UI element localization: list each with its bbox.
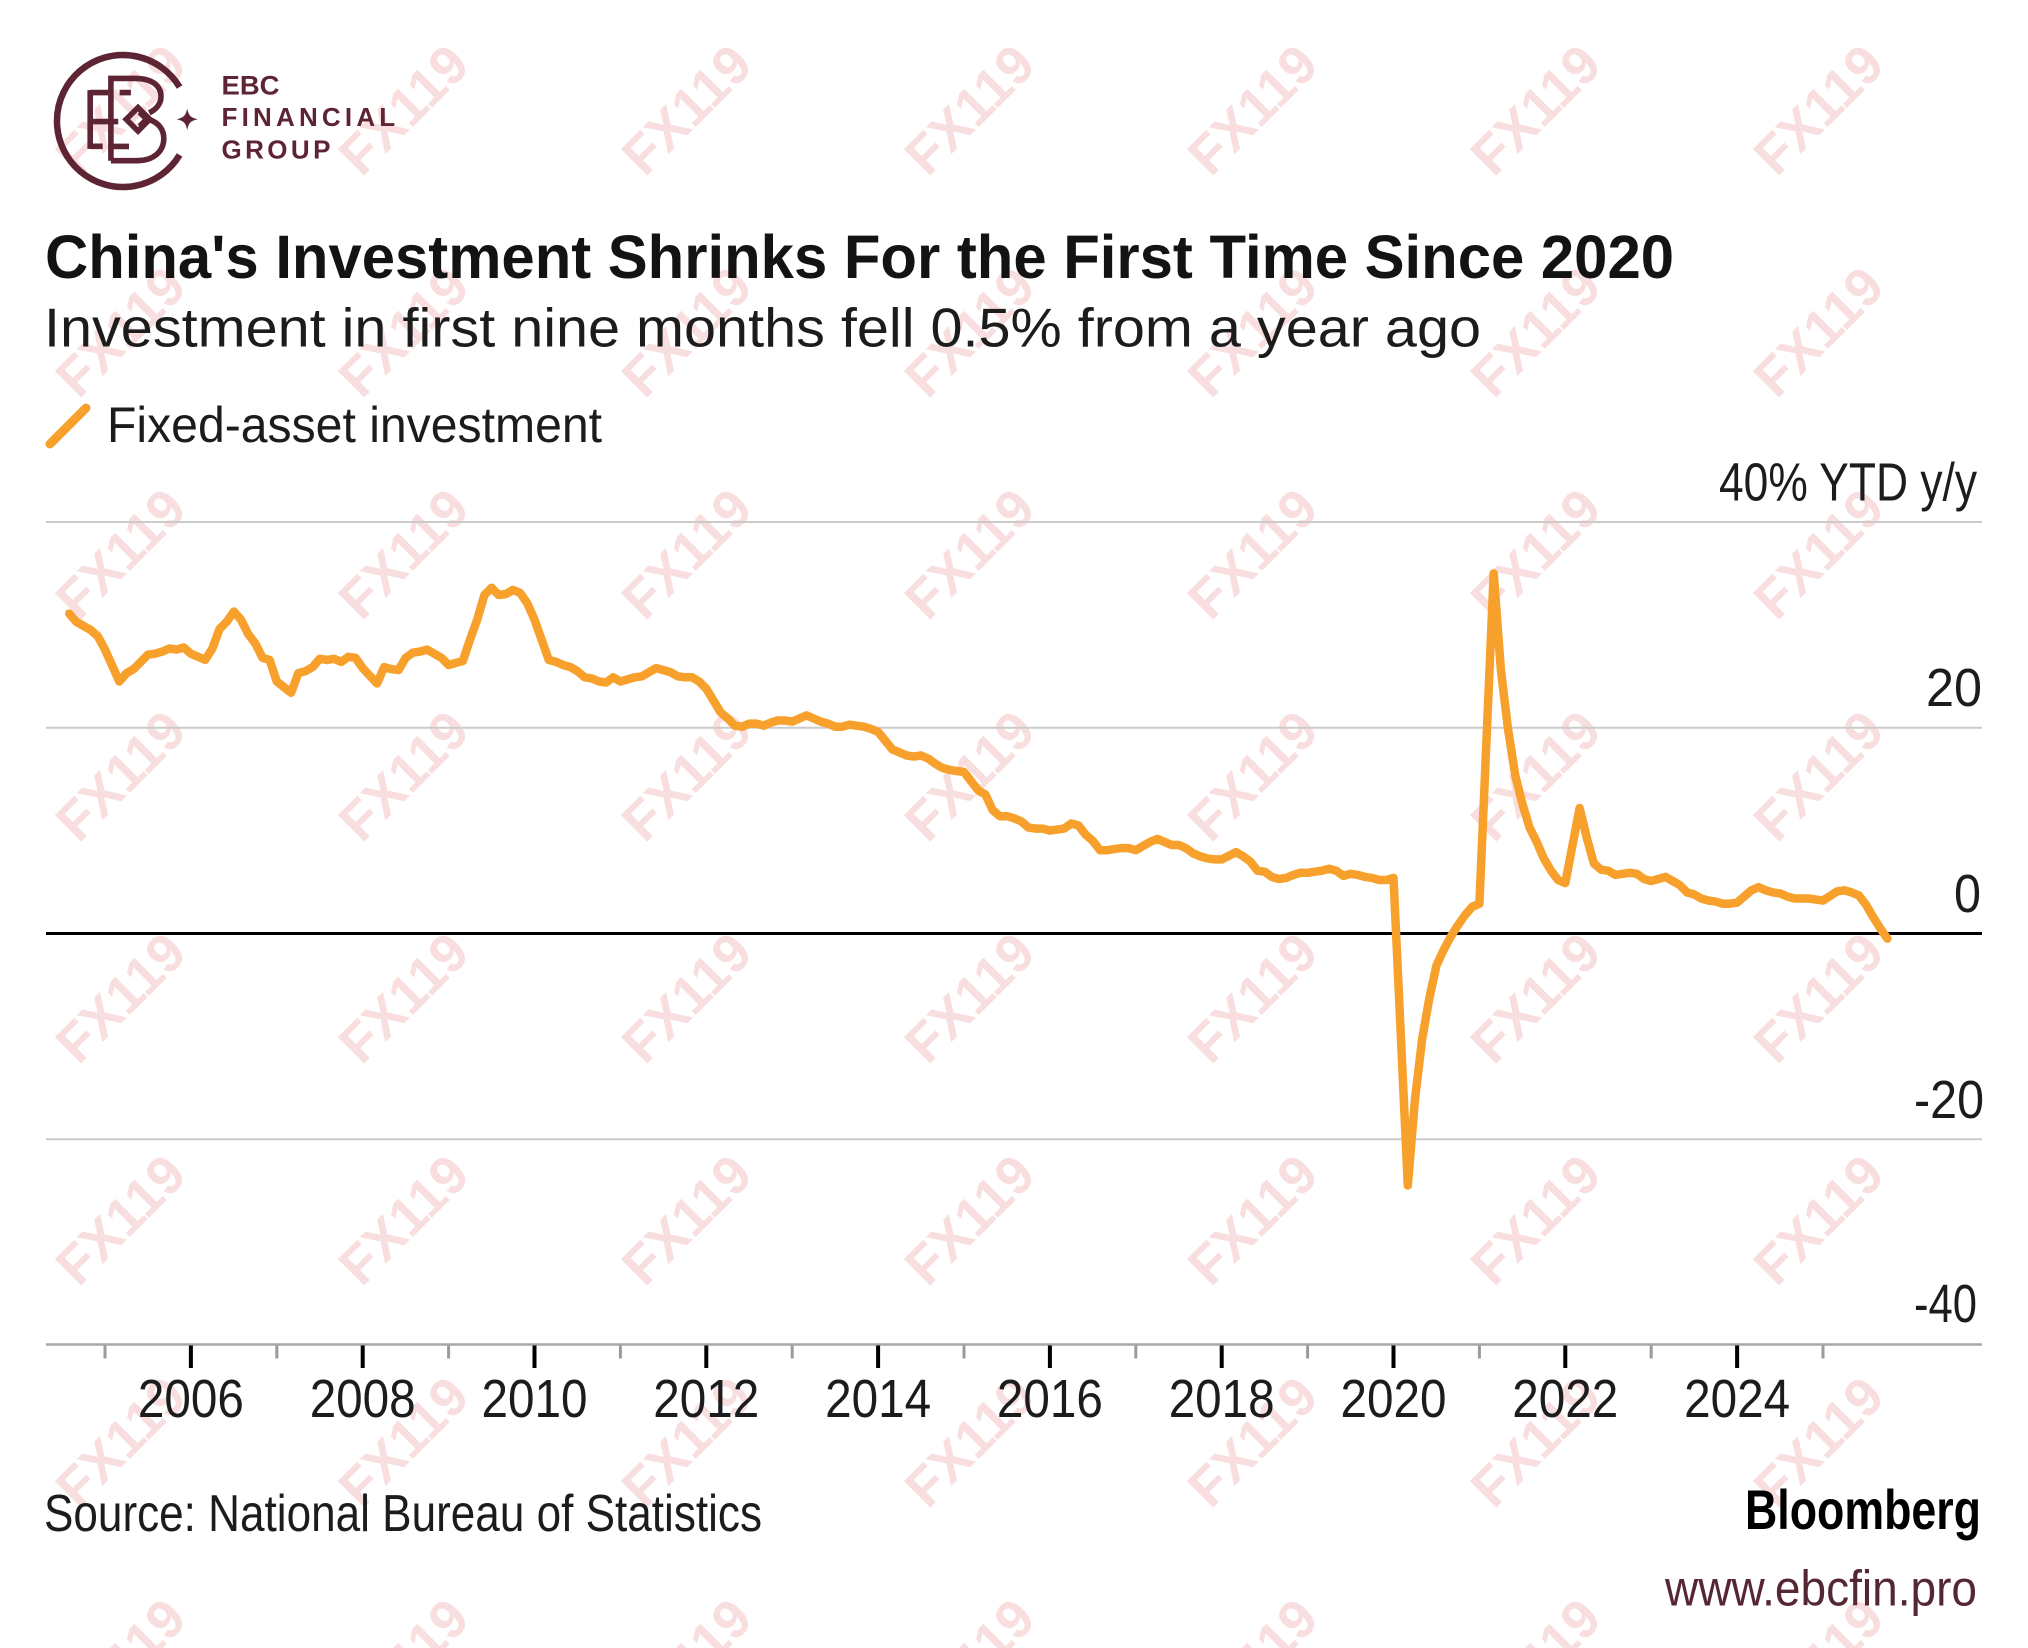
svg-text:-40: -40 [1914,1274,1977,1334]
svg-text:2006: 2006 [138,1369,244,1429]
svg-text:2008: 2008 [310,1369,416,1429]
svg-text:EBC: EBC [222,70,280,100]
svg-text:www.ebcfin.pro: www.ebcfin.pro [1664,1561,1977,1617]
svg-text:FINANCIAL: FINANCIAL [222,102,400,132]
svg-text:40% YTD y/y: 40% YTD y/y [1719,453,1977,513]
svg-text:20: 20 [1926,658,1982,718]
svg-text:2018: 2018 [1169,1369,1275,1429]
svg-text:2010: 2010 [482,1369,588,1429]
svg-text:-20: -20 [1914,1070,1984,1130]
svg-text:2016: 2016 [997,1369,1103,1429]
svg-text:Source: National Bureau of Sta: Source: National Bureau of Statistics [44,1485,762,1543]
svg-text:2024: 2024 [1684,1369,1790,1429]
svg-text:Bloomberg: Bloomberg [1745,1478,1981,1541]
svg-text:GROUP: GROUP [222,135,334,165]
svg-text:0: 0 [1954,864,1981,924]
svg-text:Investment in first nine month: Investment in first nine months fell 0.5… [44,297,1481,359]
svg-text:Fixed-asset investment: Fixed-asset investment [107,397,602,453]
svg-text:2022: 2022 [1512,1369,1618,1429]
svg-text:2012: 2012 [653,1369,759,1429]
svg-text:2020: 2020 [1341,1369,1447,1429]
svg-text:2014: 2014 [825,1369,931,1429]
svg-text:China's Investment Shrinks For: China's Investment Shrinks For the First… [45,223,1674,291]
